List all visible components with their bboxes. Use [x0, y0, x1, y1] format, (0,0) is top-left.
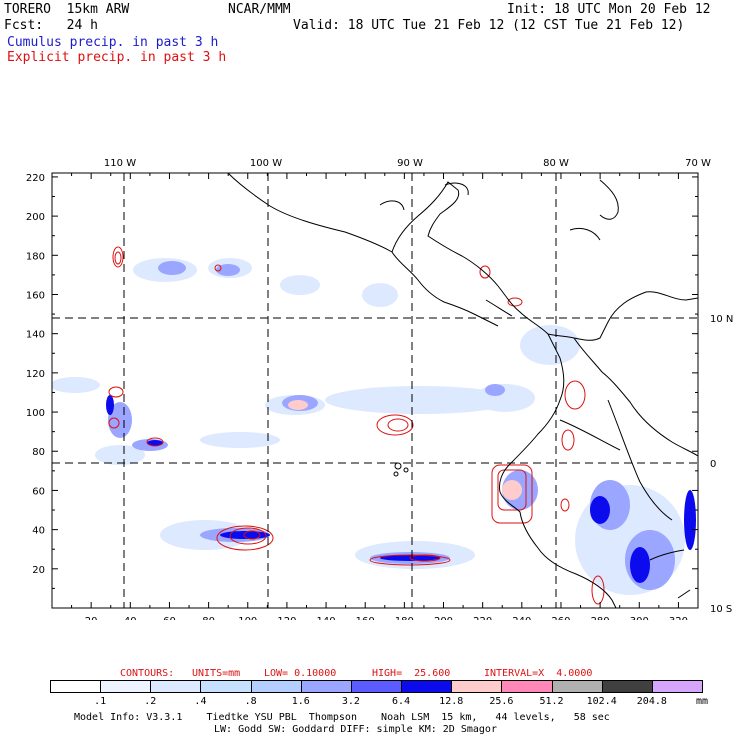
y-tick-label: 60 — [32, 486, 45, 497]
colorbar-label: 3.2 — [341, 696, 360, 707]
lon-label-100w: 100 W — [250, 158, 282, 169]
colorbar-swatch — [451, 680, 503, 693]
axis-tick-labels: 20 40 60 80 100 120 140 160 180 200 220 240 260 280 30… — [26, 173, 688, 620]
colorbar-label: 51.2 — [539, 696, 564, 707]
colorbar-label: 12.8 — [439, 696, 464, 707]
y-tick-label: 200 — [26, 212, 45, 223]
lon-label-70w: 70 W — [685, 158, 711, 169]
organization-label: NCAR/MMM — [228, 2, 291, 17]
colorbar-label: 1.6 — [291, 696, 310, 707]
x-tick-label: 220 — [473, 616, 492, 620]
precipitation-map: 2040608010012014016018020022024026028030… — [26, 158, 733, 620]
x-tick-label: 40 — [124, 616, 137, 620]
galapagos-islands — [393, 462, 409, 477]
y-tick-label: 120 — [26, 369, 45, 380]
y-tick-label: 140 — [26, 330, 45, 341]
colorbar-label: 102.4 — [586, 696, 617, 707]
y-tick-label: 20 — [32, 565, 45, 576]
y-tick-label: 160 — [26, 290, 45, 301]
heavy-precip-areas — [106, 395, 696, 583]
colorbar-label: 25.6 — [489, 696, 514, 707]
axis-ticks — [52, 173, 699, 608]
x-tick-label: 80 — [202, 616, 215, 620]
contour-units: UNITS=mm — [192, 668, 241, 679]
colorbar-swatch — [50, 680, 102, 693]
y-tick-label: 80 — [32, 447, 45, 458]
lon-label-80w: 80 W — [543, 158, 569, 169]
x-tick-label: 60 — [163, 616, 176, 620]
light-precip-areas — [52, 258, 685, 595]
lat-label-0: 0 — [710, 459, 716, 470]
lon-label-90w: 90 W — [397, 158, 423, 169]
precip-layer — [52, 173, 698, 608]
x-tick-label: 100 — [238, 616, 257, 620]
x-tick-label: 160 — [356, 616, 375, 620]
y-tick-label: 220 — [26, 173, 45, 184]
y-tick-label: 100 — [26, 408, 45, 419]
colorbar-label: .8 — [244, 696, 257, 707]
lat-lon-grid — [52, 173, 698, 608]
x-tick-label: 320 — [669, 616, 688, 620]
explicit-precip-label: Explicit precip. in past 3 h — [7, 50, 227, 65]
colorbar-swatch — [551, 680, 603, 693]
model-title: TORERO 15km ARW — [4, 2, 130, 17]
colorbar-label: .1 — [94, 696, 107, 707]
colorbar-swatch — [300, 680, 352, 693]
x-tick-label: 240 — [512, 616, 531, 620]
colorbar-swatch — [150, 680, 202, 693]
contour-low: LOW= 0.10000 — [264, 668, 337, 679]
forecast-hour: Fcst: 24 h — [4, 18, 98, 33]
colorbar-swatch — [501, 680, 553, 693]
model-physics-info: LW: Godd SW: Goddard DIFF: simple KM: 2D… — [214, 724, 497, 735]
colorbar-swatch — [350, 680, 403, 693]
x-tick-label: 260 — [551, 616, 570, 620]
colorbar-swatch — [250, 680, 302, 693]
lat-label-10s: 10 S — [710, 604, 732, 615]
explicit-precip-contours — [108, 246, 605, 605]
colorbar-swatch — [651, 680, 703, 693]
colorbar-unit: mm — [696, 696, 709, 707]
x-tick-label: 180 — [395, 616, 414, 620]
colorbar-swatch — [401, 680, 453, 693]
model-info: Model Info: V3.3.1 Tiedtke YSU PBL Thomp… — [74, 712, 610, 723]
x-tick-label: 120 — [277, 616, 296, 620]
x-tick-label: 140 — [317, 616, 336, 620]
pink-precip-areas — [288, 400, 522, 500]
colorbar-swatch — [200, 680, 252, 693]
x-tick-label: 280 — [591, 616, 610, 620]
colorbar-swatch — [601, 680, 653, 693]
y-tick-label: 180 — [26, 251, 45, 262]
colorbar-label: 204.8 — [636, 696, 667, 707]
contour-interval: INTERVAL=X 4.0000 — [484, 668, 593, 679]
map-frame — [51, 172, 699, 609]
lat-label-10n: 10 N — [710, 314, 733, 325]
valid-time: Valid: 18 UTC Tue 21 Feb 12 (12 CST Tue … — [293, 18, 685, 33]
init-time: Init: 18 UTC Mon 20 Feb 12 — [507, 2, 711, 17]
colorbar-swatch — [100, 680, 152, 693]
x-tick-label: 20 — [85, 616, 98, 620]
x-tick-label: 300 — [630, 616, 649, 620]
cumulus-precip-label: Cumulus precip. in past 3 h — [7, 35, 219, 50]
lon-label-110w: 110 W — [104, 158, 136, 169]
coastlines — [227, 173, 698, 608]
y-tick-label: 40 — [32, 526, 45, 537]
colorbar-label: .2 — [144, 696, 157, 707]
contour-high: HIGH= 25.600 — [372, 668, 451, 679]
colorbar-label: 6.4 — [392, 696, 411, 707]
contours-label: CONTOURS: — [120, 668, 175, 679]
x-tick-label: 200 — [434, 616, 453, 620]
colorbar-label: .4 — [194, 696, 207, 707]
